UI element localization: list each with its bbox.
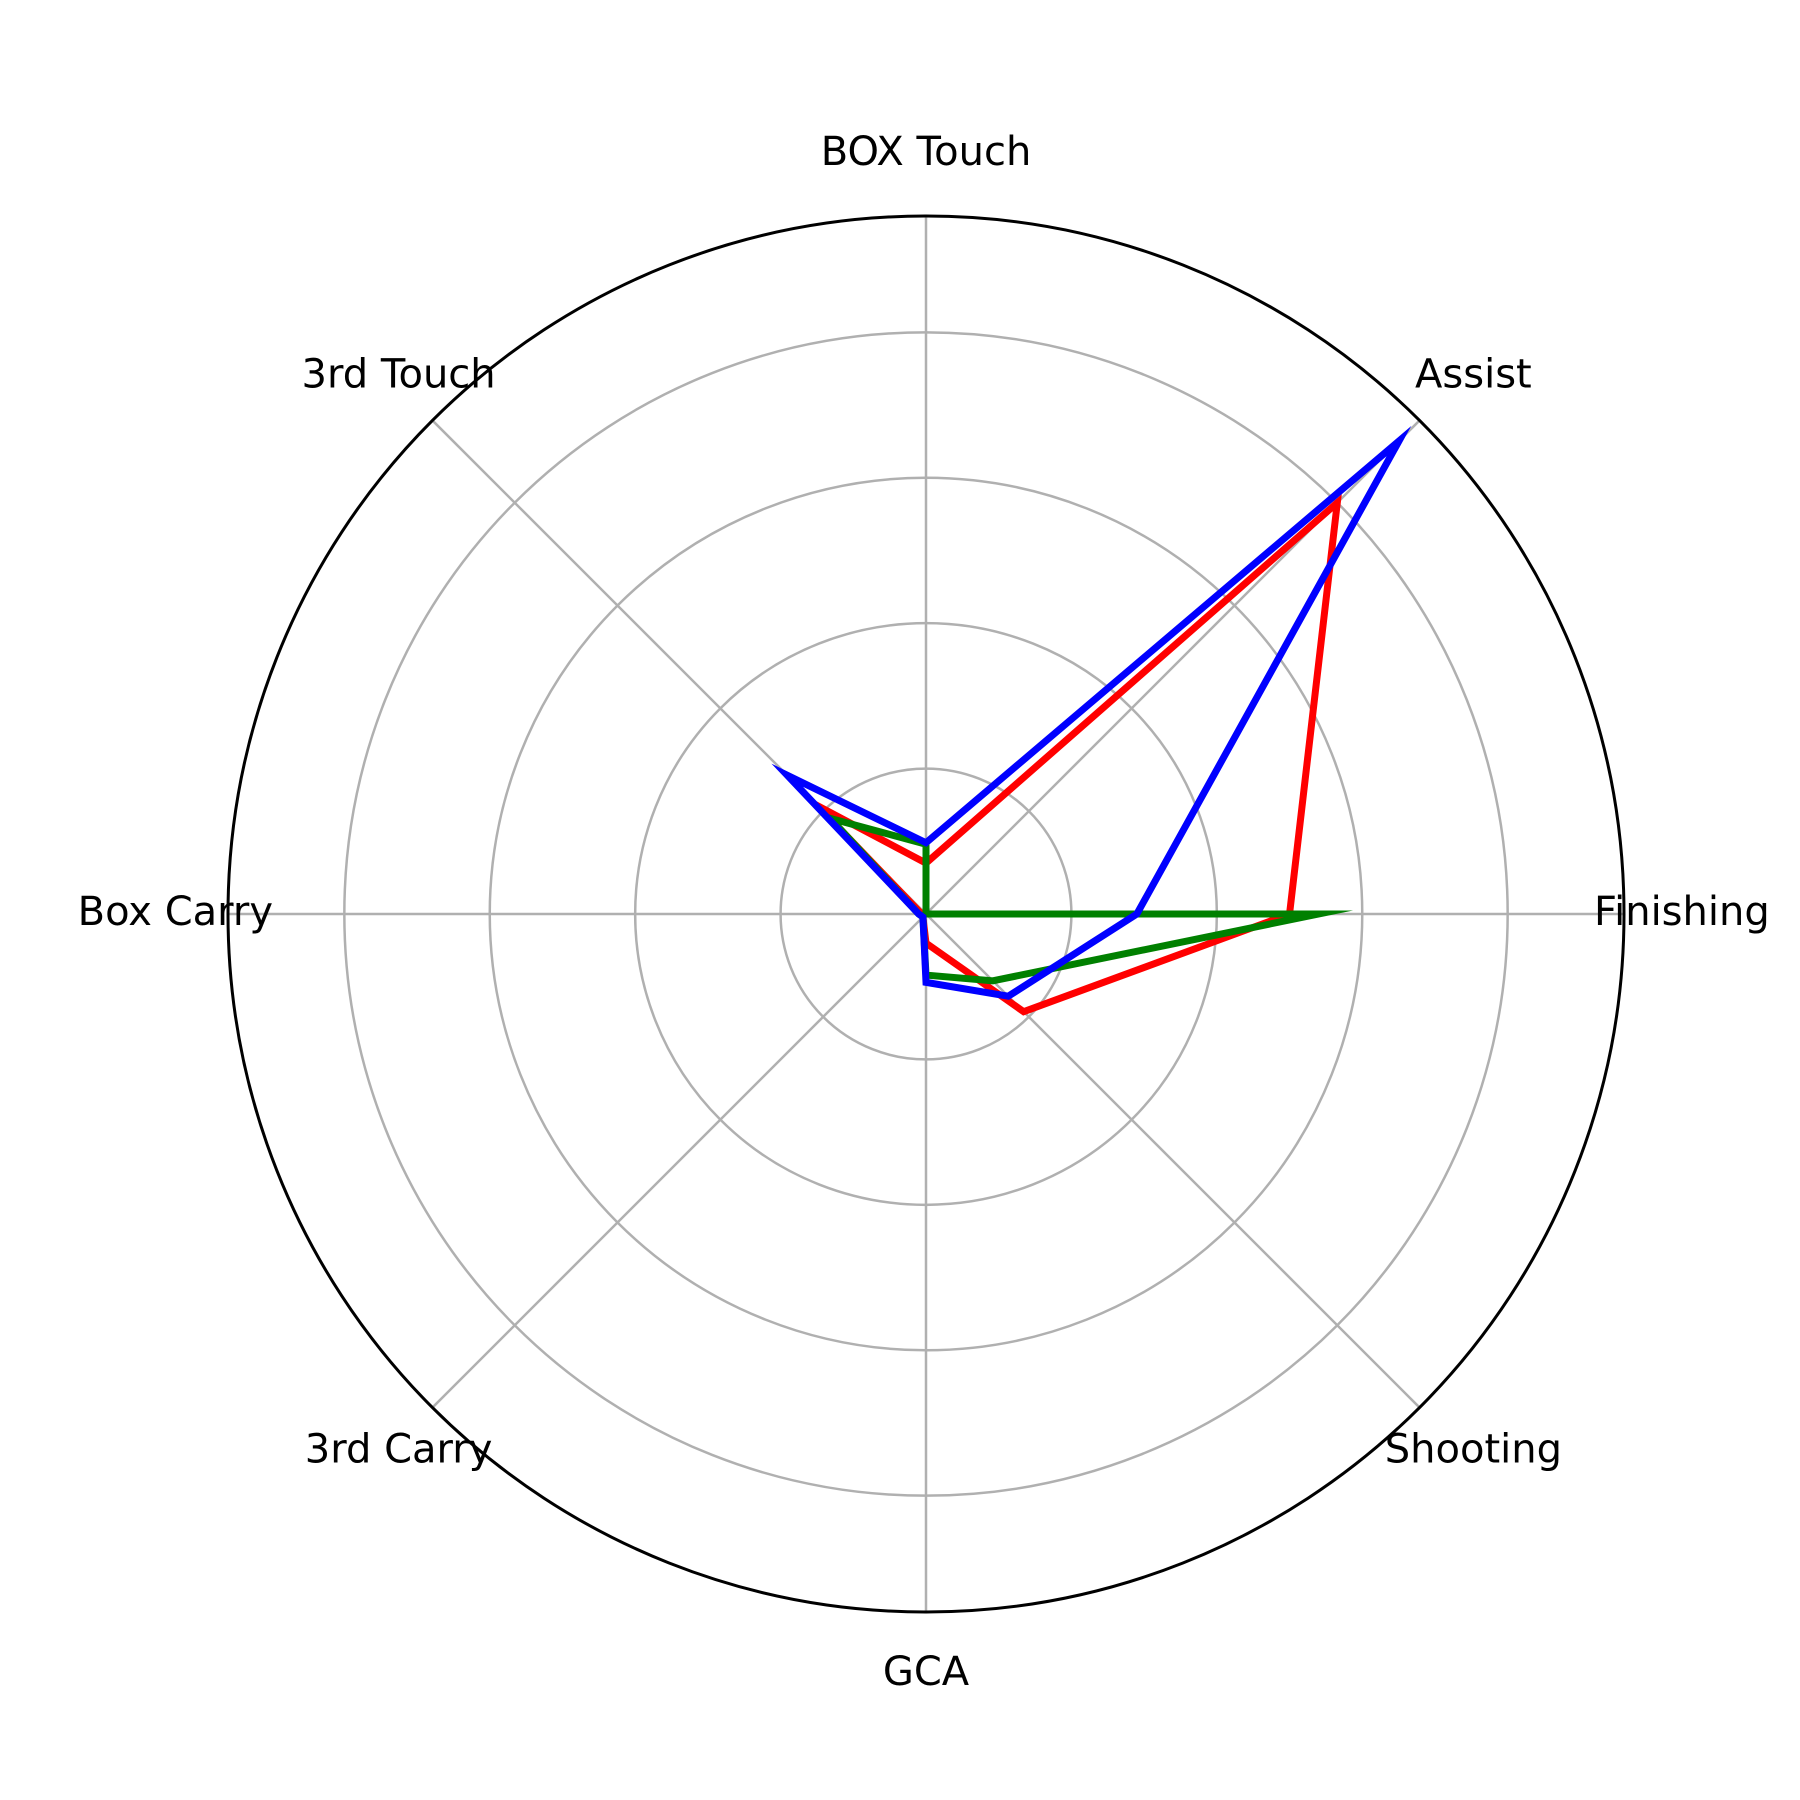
axis-label-box-touch: BOX Touch — [821, 129, 1032, 175]
axis-label-gca: GCA — [883, 1649, 970, 1695]
series-layer — [771, 425, 1412, 1016]
axis-label-box-carry: Box Carry — [78, 889, 273, 935]
frame-layer — [226, 214, 1626, 1614]
axis-label-assist: Assist — [1415, 352, 1532, 398]
series-line-3 — [771, 425, 1412, 1000]
spoke-2 — [925, 419, 1421, 915]
polar-frame — [226, 214, 1626, 1614]
axis-label-3rd-carry: 3rd Carry — [305, 1426, 493, 1472]
axis-label-finishing: Finishing — [1594, 889, 1770, 935]
axis-label-shooting: Shooting — [1385, 1426, 1562, 1472]
axis-label-3rd-touch: 3rd Touch — [302, 352, 496, 398]
spoke-8 — [925, 913, 1421, 1409]
spoke-6 — [431, 913, 927, 1409]
label-layer: Finishing Assist BOX Touch 3rd Touch Box Car… — [78, 129, 1770, 1695]
